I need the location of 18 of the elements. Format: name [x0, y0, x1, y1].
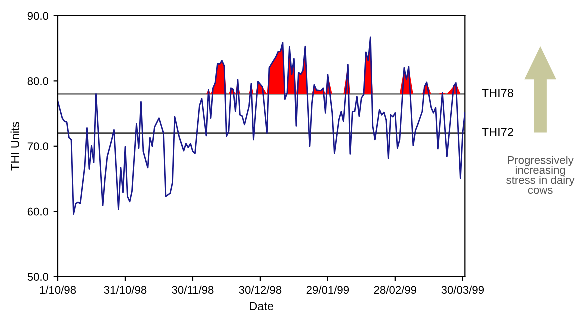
y-tick-label: 90.0: [28, 12, 49, 20]
x-tick-label: 31/10/98: [104, 286, 147, 294]
ref-line-label: THI72: [482, 128, 514, 136]
x-axis-title: Date: [250, 302, 274, 310]
x-tick-label: 29/01/99: [306, 286, 350, 294]
x-tick-label: 30/11/98: [172, 286, 214, 294]
text: Progressively increasing stress in dairy cows: [506, 156, 575, 194]
y-tick-label: 70.0: [28, 142, 49, 151]
y-tick-label: 50.0: [28, 273, 49, 282]
x-tick-label: 1/10/98: [40, 286, 76, 294]
x-tick-label: 28/02/99: [374, 286, 417, 294]
y-tick-label: 80.0: [28, 77, 49, 86]
ref-line-label: THI78: [482, 89, 514, 98]
line-series: [58, 36, 466, 215]
x-tick-label: 30/03/99: [442, 286, 484, 294]
y-axis-title: THI Units: [10, 122, 20, 171]
x-tick-label: 30/12/98: [239, 286, 282, 294]
y-tick-label: 60.0: [28, 208, 49, 216]
